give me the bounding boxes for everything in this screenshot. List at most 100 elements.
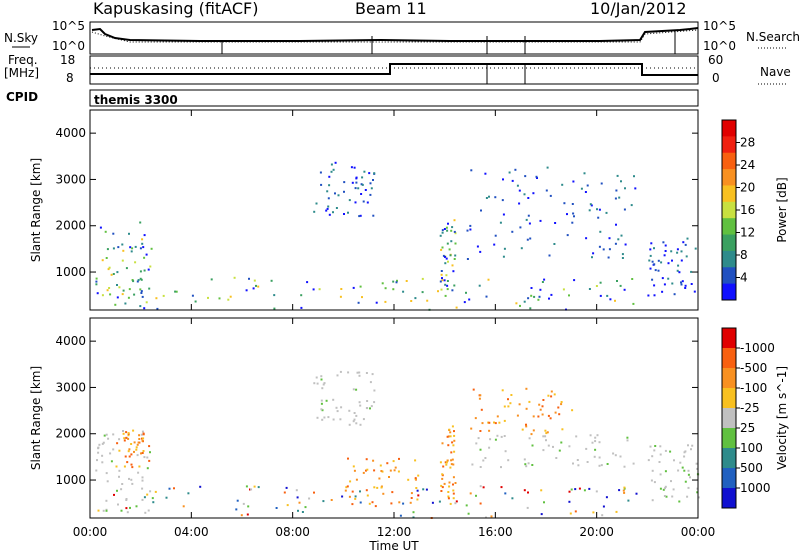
cpid-label: CPID [6, 90, 38, 104]
data-cell-0-161 [590, 204, 593, 207]
data-cell-0-234 [548, 254, 551, 257]
data-cell-1-333 [626, 439, 629, 442]
data-cell-1-420 [583, 489, 586, 492]
data-cell-1-309 [575, 435, 578, 438]
data-cell-0-144 [454, 254, 457, 257]
colorbar-swatch [722, 152, 736, 170]
data-cell-1-485 [469, 492, 472, 495]
data-cell-1-307 [479, 448, 482, 451]
data-cell-1-327 [489, 438, 492, 441]
data-cell-1-107 [339, 418, 342, 421]
data-cell-0-198 [621, 257, 624, 259]
data-cell-1-463 [569, 512, 572, 515]
data-cell-0-286 [676, 269, 679, 272]
data-cell-0-174 [572, 212, 575, 215]
data-cell-0-275 [667, 277, 670, 280]
data-cell-0-193 [605, 211, 608, 214]
data-cell-1-208 [452, 483, 454, 486]
data-cell-1-5 [140, 433, 143, 436]
data-cell-0-105 [313, 210, 316, 213]
data-cell-1-407 [659, 473, 662, 476]
data-cell-0-349 [606, 294, 609, 297]
data-cell-1-495 [359, 501, 362, 504]
data-cell-1-302 [532, 429, 535, 432]
data-cell-0-350 [96, 292, 99, 295]
data-cell-0-296 [136, 280, 139, 283]
data-cell-1-267 [547, 414, 550, 417]
data-cell-0-205 [616, 174, 619, 177]
data-cell-1-292 [537, 415, 540, 418]
data-cell-1-238 [451, 425, 454, 428]
data-cell-1-100 [313, 382, 316, 385]
data-cell-1-143 [369, 381, 372, 384]
data-cell-1-416 [283, 491, 286, 494]
data-cell-0-30 [139, 247, 142, 250]
data-cell-0-211 [563, 202, 566, 205]
data-cell-0-321 [339, 295, 342, 298]
data-cell-0-81 [370, 187, 373, 190]
data-cell-1-169 [381, 470, 384, 473]
data-cell-0-302 [529, 307, 532, 310]
data-cell-1-154 [351, 490, 354, 493]
data-cell-0-340 [609, 298, 612, 301]
data-cell-1-51 [101, 442, 104, 445]
data-cell-1-65 [138, 465, 141, 468]
data-cell-1-109 [325, 399, 328, 402]
data-cell-1-295 [496, 415, 499, 418]
data-cell-0-153 [529, 237, 532, 240]
data-cell-0-255 [664, 244, 667, 247]
data-cell-1-233 [450, 463, 453, 466]
data-cell-1-504 [97, 509, 100, 512]
data-cell-1-506 [441, 486, 444, 489]
velocity-yticks: 1000 2000 3000 4000 [55, 334, 698, 487]
colorbar-swatch [722, 234, 736, 252]
data-cell-0-301 [595, 285, 598, 287]
data-cell-0-351 [300, 306, 303, 309]
data-cell-0-284 [670, 250, 673, 253]
data-cell-1-423 [417, 494, 420, 497]
data-cell-0-281 [663, 283, 666, 286]
data-cell-1-332 [572, 462, 574, 465]
data-cell-1-72 [122, 432, 125, 435]
data-cell-0-158 [566, 234, 569, 237]
data-cell-0-378 [140, 292, 143, 294]
data-cell-1-496 [412, 516, 415, 519]
data-cell-1-379 [662, 488, 665, 491]
colorbar-tick-label: 24 [740, 158, 755, 172]
data-cell-1-483 [601, 514, 604, 517]
data-cell-1-62 [128, 448, 131, 451]
data-cell-0-63 [354, 201, 357, 204]
data-cell-0-367 [141, 295, 144, 298]
data-cell-1-270 [493, 421, 495, 424]
nsearch-tick-top: 10^5 [703, 19, 736, 33]
data-cell-0-166 [607, 256, 610, 259]
data-cell-1-335 [577, 464, 580, 467]
data-cell-0-237 [554, 222, 557, 224]
data-cell-1-129 [355, 422, 358, 425]
data-cell-0-376 [468, 298, 471, 301]
data-cell-1-85 [142, 432, 145, 435]
data-cell-0-311 [515, 302, 518, 305]
data-cell-1-374 [677, 469, 680, 472]
data-cell-1-71 [142, 450, 145, 452]
data-cell-1-497 [250, 488, 253, 491]
data-cell-0-358 [614, 299, 616, 302]
data-cell-0-271 [667, 262, 670, 265]
data-cell-1-437 [615, 510, 618, 513]
data-cell-1-421 [431, 501, 434, 504]
data-cell-1-438 [146, 493, 149, 496]
data-cell-0-230 [620, 180, 622, 183]
data-cell-1-509 [467, 512, 470, 515]
data-cell-1-376 [687, 486, 690, 489]
data-cell-1-445 [374, 505, 377, 508]
data-cell-1-101 [352, 420, 355, 423]
data-cell-1-390 [687, 469, 690, 472]
data-cell-1-364 [665, 495, 668, 498]
data-cell-1-323 [523, 458, 526, 461]
data-cell-0-37 [139, 270, 142, 273]
data-cell-1-258 [541, 405, 544, 408]
data-cell-1-305 [591, 441, 594, 444]
data-cell-0-228 [502, 255, 505, 258]
data-cell-0-77 [360, 183, 363, 186]
data-cell-1-193 [366, 494, 369, 497]
